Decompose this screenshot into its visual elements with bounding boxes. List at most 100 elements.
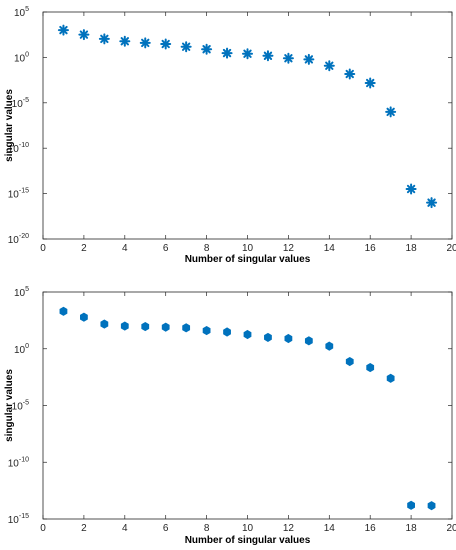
data-point-stroke — [263, 51, 273, 60]
data-point — [242, 48, 253, 60]
data-point — [182, 323, 191, 333]
data-point — [366, 362, 375, 373]
x-tick-label: 12 — [283, 243, 295, 254]
data-points — [59, 306, 436, 511]
data-point — [98, 33, 110, 45]
data-point — [405, 183, 417, 195]
data-point-stroke — [120, 37, 129, 46]
x-tick-label: 8 — [204, 523, 210, 534]
data-point — [57, 24, 69, 36]
data-point — [201, 43, 213, 55]
data-point — [385, 106, 397, 118]
data-point — [407, 500, 415, 510]
x-tick-label: 20 — [446, 243, 456, 254]
data-point — [120, 321, 129, 331]
plot-area — [42, 291, 453, 520]
data-point-stroke — [59, 25, 68, 35]
x-tick-label: 8 — [204, 243, 210, 254]
y-axis-label: singular values — [4, 369, 15, 442]
data-point — [160, 38, 172, 50]
data-point — [345, 356, 354, 367]
data-point — [264, 332, 272, 342]
y-axis-label: singular values — [4, 89, 15, 162]
data-point — [100, 319, 109, 329]
x-tick-label: 10 — [242, 243, 254, 254]
chart-1: 0 2 4 6 8 10 12 14 16 18 20 105 100 10-5 10-10 10-15 10-… — [4, 6, 456, 265]
data-point — [141, 321, 150, 332]
data-point-stroke — [202, 45, 211, 54]
x-tick-label: 10 — [242, 523, 254, 534]
data-point — [80, 312, 88, 322]
x-axis-label: Number of singular values — [185, 535, 311, 546]
data-point-stroke — [222, 48, 232, 58]
x-tick-label: 2 — [81, 243, 87, 254]
y-tick-label: 105 — [14, 6, 29, 19]
y-tick-label: 10-15 — [8, 188, 29, 201]
data-point — [139, 37, 151, 49]
data-point-stroke — [79, 30, 89, 39]
data-point — [325, 341, 334, 351]
data-point-stroke — [386, 107, 395, 117]
data-point-stroke — [304, 55, 314, 64]
data-point — [262, 50, 274, 62]
x-axis-label: Number of singular values — [185, 254, 311, 265]
data-point-stroke — [325, 61, 334, 70]
data-point-stroke — [406, 184, 416, 194]
data-point — [78, 29, 90, 41]
data-points — [57, 24, 438, 209]
x-tick-label: 6 — [163, 243, 169, 254]
x-tick-label: 18 — [406, 243, 418, 254]
y-tick-label: 10-5 — [12, 97, 29, 110]
data-point-stroke — [427, 198, 436, 207]
y-tick-label: 100 — [14, 343, 29, 356]
x-tick-label: 2 — [81, 523, 87, 534]
data-point-stroke — [181, 42, 191, 51]
x-tick-label: 18 — [406, 523, 418, 534]
x-tick-label: 16 — [365, 523, 377, 534]
data-point-stroke — [243, 49, 252, 58]
x-tick-label: 6 — [163, 523, 169, 534]
data-point — [344, 68, 356, 80]
data-point — [282, 52, 294, 64]
data-point — [386, 373, 395, 383]
x-tick-label: 14 — [324, 243, 336, 254]
x-tick-label: 4 — [122, 243, 128, 254]
data-point — [426, 197, 438, 209]
data-point — [180, 41, 192, 53]
x-tick-label: 12 — [283, 523, 295, 534]
y-tick-label: 10-15 — [8, 513, 29, 526]
data-point-stroke — [345, 69, 354, 79]
y-tick-label: 100 — [14, 51, 29, 64]
y-tick-label: 10-5 — [12, 400, 29, 413]
x-tick-label: 16 — [365, 243, 377, 254]
data-point — [161, 322, 170, 332]
x-tick-label: 20 — [446, 523, 456, 534]
y-tick-label: 105 — [14, 286, 29, 299]
data-point — [223, 327, 231, 337]
x-tick-label: 4 — [122, 523, 128, 534]
data-point-stroke — [141, 38, 150, 48]
y-tick-label: 10-10 — [8, 142, 29, 155]
plot-area — [42, 11, 453, 240]
data-point — [323, 60, 335, 72]
data-point-stroke — [366, 78, 375, 88]
data-point — [243, 329, 252, 340]
y-tick-label: 10-10 — [8, 456, 29, 469]
x-tick-label: 0 — [40, 523, 46, 534]
data-point-stroke — [161, 39, 170, 49]
data-point — [119, 35, 131, 47]
data-point — [427, 501, 436, 511]
data-point — [304, 336, 313, 346]
data-point — [364, 77, 376, 89]
data-point-stroke — [100, 34, 109, 44]
data-point-stroke — [284, 54, 293, 63]
data-point — [303, 53, 315, 65]
data-point — [59, 306, 68, 316]
data-point — [202, 325, 211, 336]
data-point — [284, 333, 293, 344]
data-point — [221, 47, 233, 59]
y-tick-label: 10-20 — [8, 233, 29, 246]
x-tick-label: 14 — [324, 523, 336, 534]
x-tick-label: 0 — [40, 243, 46, 254]
